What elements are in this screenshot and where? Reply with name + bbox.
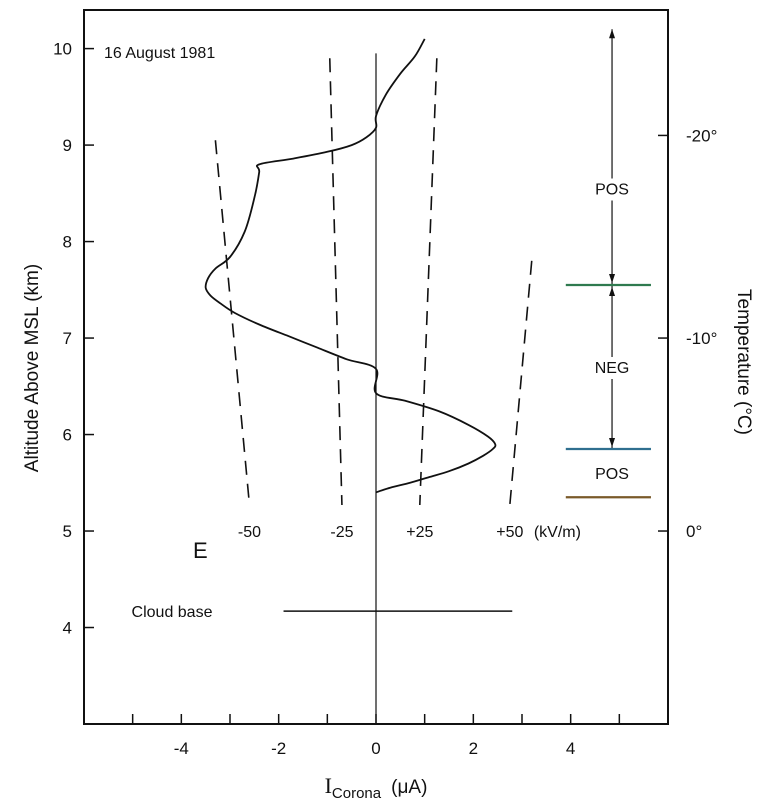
y-tick-label: 10 xyxy=(53,40,72,59)
arrow-up-icon xyxy=(609,29,616,39)
temperature-tick-label: 0° xyxy=(686,522,702,541)
efield-value-label: +25 xyxy=(406,524,433,541)
x-tick-label: 4 xyxy=(566,739,575,758)
efield-axis-letter: E xyxy=(193,538,208,563)
efield-value-label: -50 xyxy=(238,524,261,541)
x-axis-title-main: I xyxy=(325,773,332,798)
x-tick-label: -4 xyxy=(174,739,189,758)
y-tick-label: 4 xyxy=(63,619,72,638)
y-tick-label: 7 xyxy=(63,329,72,348)
efield-dashed-line xyxy=(328,58,343,505)
charge-region-label-bg xyxy=(586,463,639,486)
x-axis-title: ICorona (μA) xyxy=(325,773,428,802)
charge-region-label: POS xyxy=(595,466,629,483)
charge-region-label: NEG xyxy=(595,360,630,377)
x-tick-label: 0 xyxy=(371,739,380,758)
y-tick-label: 9 xyxy=(63,136,72,155)
y-axis-title: Altitude Above MSL (km) xyxy=(22,264,43,472)
corona-current-series-line xyxy=(204,38,497,494)
charge-region-label: POS xyxy=(595,182,629,199)
x-axis-title-unit: (μA) xyxy=(391,777,427,798)
x-tick-label: 2 xyxy=(469,739,478,758)
efield-value-label: +50 xyxy=(496,524,523,541)
temperature-tick-label: -20° xyxy=(686,126,717,145)
y-tick-label: 6 xyxy=(63,426,72,445)
x-axis-title-sub: Corona xyxy=(332,785,382,802)
date-annotation: 16 August 1981 xyxy=(104,45,215,62)
y-tick-label: 5 xyxy=(63,522,72,541)
x-tick-label: -2 xyxy=(271,739,286,758)
efield-value-label: -25 xyxy=(330,524,353,541)
efield-dashed-line xyxy=(214,140,251,506)
temperature-tick-label: -10° xyxy=(686,329,717,348)
cloud-base-label: Cloud base xyxy=(132,604,213,621)
efield-unit-label: (kV/m) xyxy=(534,524,581,541)
efield-dashed-line xyxy=(509,260,533,506)
charge-region-label-bg xyxy=(586,357,639,379)
arrow-down-icon xyxy=(609,273,616,283)
charge-region-label-bg xyxy=(586,178,639,201)
y-tick-label: 8 xyxy=(63,233,72,252)
arrow-up-icon xyxy=(609,286,616,296)
y2-axis-title: Temperature (°C) xyxy=(733,289,754,435)
arrow-down-icon xyxy=(609,438,616,448)
efield-dashed-line xyxy=(419,58,438,506)
